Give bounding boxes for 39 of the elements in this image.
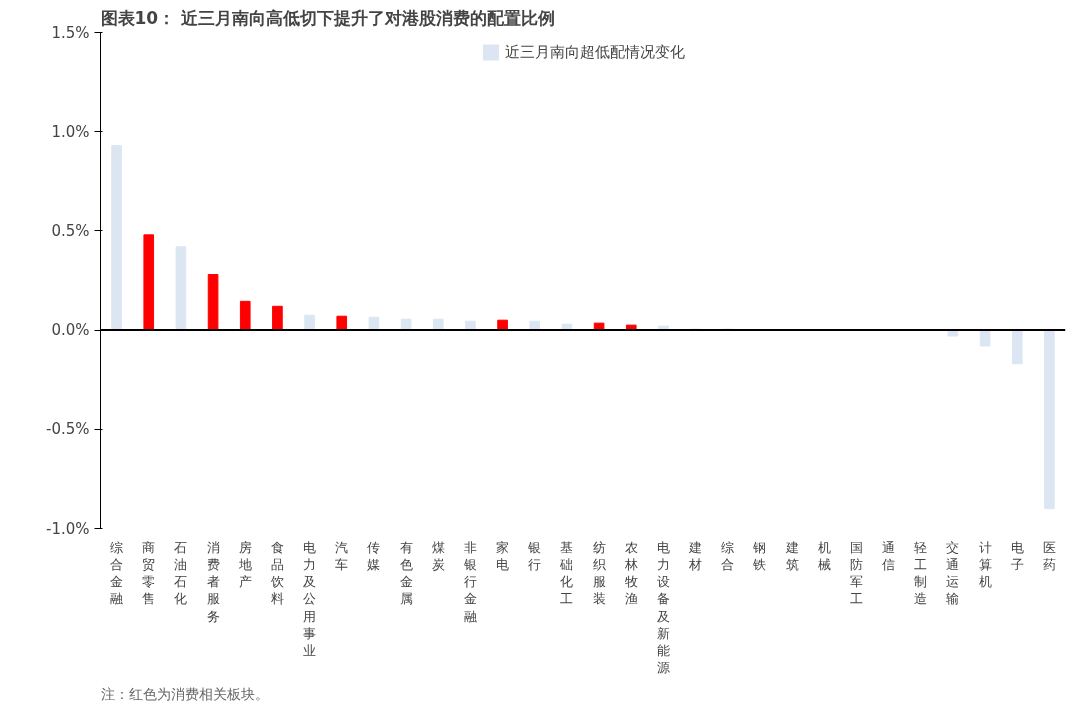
x-tick-label: 农林牧渔 (623, 539, 638, 607)
x-tick-label: 纺织服装 (592, 539, 606, 607)
x-tick-label: 传媒 (367, 539, 381, 572)
x-tick-label: 电子 (1010, 539, 1024, 572)
x-tick-label: 汽车 (335, 539, 349, 572)
x-tick-label: 电力设备及新能源 (656, 539, 670, 676)
x-tick-label: 建材 (688, 539, 703, 572)
y-tick-label: 0.5% (51, 221, 90, 240)
x-tick-label: 有色金属 (399, 539, 413, 607)
x-tick-label: 非银行金融 (462, 539, 477, 624)
x-tick-label: 机械 (817, 539, 831, 572)
x-tick-label: 房地产 (237, 539, 252, 589)
x-tick-label: 石油石化 (174, 539, 188, 607)
x-tick-label: 医药 (1042, 539, 1056, 572)
legend-label: 近三月南向超低配情况变化 (505, 42, 685, 62)
y-tick-label: -0.5% (45, 420, 90, 439)
y-tick-label: 1.5% (51, 23, 90, 42)
x-tick-label: 煤炭 (431, 539, 445, 572)
x-tick-label: 计算机 (978, 539, 992, 589)
x-tick-label: 建筑 (784, 539, 799, 572)
x-tick-label: 综合金融 (110, 539, 124, 607)
x-tick-label: 食品饮料 (269, 539, 284, 607)
x-tick-label: 交通运输 (946, 539, 960, 607)
x-tick-label: 通信 (882, 539, 896, 572)
x-tick-label: 电力及公用事业 (303, 539, 317, 658)
y-tick-label: -1.0% (45, 519, 90, 538)
x-tick-label: 商贸零售 (142, 539, 156, 607)
x-tick-label: 轻工制造 (914, 539, 928, 607)
text: 注：红色为消费相关板块。 (100, 685, 269, 702)
x-tick-label: 国防军工 (849, 539, 863, 607)
chart-title: 图表10： 近三月南向高低切下提升了对港股消费的配置比例 (100, 7, 556, 28)
x-tick-label: 综合 (721, 539, 735, 572)
y-tick-label: 1.0% (51, 122, 90, 141)
x-tick-label: 消费者服务 (206, 539, 220, 624)
x-tick-label: 基础化工 (559, 539, 574, 607)
y-tick-label: 0.0% (51, 321, 90, 340)
x-tick-label: 家电 (496, 539, 510, 572)
x-tick-label: 钢铁 (752, 539, 767, 572)
x-tick-label: 银行 (527, 539, 542, 572)
